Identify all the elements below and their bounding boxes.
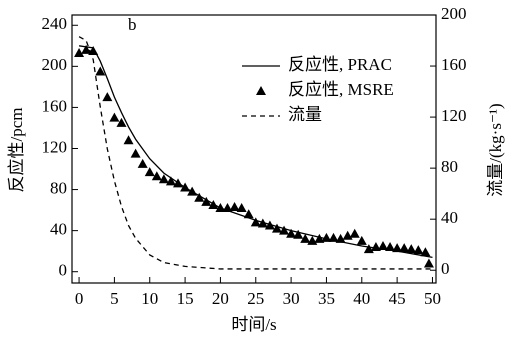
x-tick-label: 35 bbox=[318, 289, 335, 308]
data-point bbox=[356, 235, 367, 245]
y-tick-label: 40 bbox=[50, 220, 67, 239]
data-point bbox=[385, 242, 396, 252]
data-point bbox=[243, 209, 254, 219]
data-point bbox=[420, 247, 431, 257]
x-tick-label: 50 bbox=[424, 289, 441, 308]
x-tick-label: 10 bbox=[141, 289, 158, 308]
data-point bbox=[180, 182, 191, 192]
data-point bbox=[279, 225, 290, 235]
data-point bbox=[423, 258, 434, 268]
y2-tick-label: 120 bbox=[441, 106, 467, 125]
data-point bbox=[81, 44, 92, 54]
data-point bbox=[413, 245, 424, 255]
y-tick-label: 240 bbox=[42, 14, 68, 33]
data-point bbox=[208, 199, 219, 209]
data-point bbox=[187, 186, 198, 196]
data-point bbox=[201, 196, 212, 206]
data-point bbox=[158, 174, 169, 184]
legend-label: 反应性, PRAC bbox=[288, 55, 392, 74]
data-point bbox=[236, 203, 247, 213]
data-point bbox=[116, 117, 127, 127]
data-point bbox=[137, 158, 148, 168]
data-point bbox=[328, 232, 339, 242]
x-tick-label: 45 bbox=[389, 289, 406, 308]
legend-label: 反应性, MSRE bbox=[288, 80, 394, 99]
data-point bbox=[144, 167, 155, 177]
x-tick-label: 30 bbox=[283, 289, 300, 308]
legend-label: 流量 bbox=[288, 105, 322, 124]
data-point bbox=[399, 243, 410, 253]
x-tick-label: 15 bbox=[177, 289, 194, 308]
data-point bbox=[349, 228, 360, 238]
data-point bbox=[194, 192, 205, 202]
y-tick-label: 200 bbox=[42, 55, 68, 74]
data-point bbox=[250, 217, 261, 227]
data-point bbox=[370, 242, 381, 252]
legend-marker bbox=[256, 86, 266, 95]
data-point bbox=[300, 233, 311, 243]
data-point bbox=[74, 47, 85, 57]
panel-label: b bbox=[128, 15, 137, 34]
data-point bbox=[392, 243, 403, 253]
data-point bbox=[229, 202, 240, 212]
data-line bbox=[78, 36, 433, 270]
data-point bbox=[151, 171, 162, 181]
data-point bbox=[173, 178, 184, 188]
data-point bbox=[377, 241, 388, 251]
x-tick-label: 5 bbox=[110, 289, 119, 308]
data-point bbox=[257, 218, 268, 228]
data-point bbox=[271, 223, 282, 233]
data-point bbox=[314, 233, 325, 243]
y2-tick-label: 200 bbox=[441, 4, 467, 23]
plot-frame bbox=[71, 14, 437, 284]
data-point bbox=[130, 148, 141, 158]
x-tick-label: 20 bbox=[212, 289, 229, 308]
x-axis-label: 时间/s bbox=[231, 315, 276, 334]
y-tick-label: 120 bbox=[42, 137, 68, 156]
x-tick-label: 0 bbox=[75, 289, 84, 308]
data-point bbox=[335, 233, 346, 243]
x-tick-label: 25 bbox=[247, 289, 264, 308]
y-tick-label: 80 bbox=[50, 178, 67, 197]
data-point bbox=[264, 220, 275, 230]
x-tick-label: 40 bbox=[353, 289, 370, 308]
data-point bbox=[215, 203, 226, 213]
y-tick-label: 0 bbox=[59, 261, 68, 280]
data-point bbox=[109, 112, 120, 122]
y2-tick-label: 0 bbox=[441, 259, 450, 278]
data-point bbox=[406, 244, 417, 254]
y2-tick-label: 160 bbox=[441, 55, 467, 74]
y-tick-label: 160 bbox=[42, 96, 68, 115]
y2-axis-label: 流量/(kg·s⁻¹) bbox=[486, 103, 505, 196]
data-point bbox=[293, 229, 304, 239]
data-point bbox=[222, 203, 233, 213]
data-point bbox=[286, 228, 297, 238]
data-point bbox=[321, 232, 332, 242]
y-axis-label: 反应性/pcm bbox=[7, 108, 26, 193]
data-point bbox=[102, 92, 113, 102]
data-point bbox=[123, 135, 134, 145]
y2-tick-label: 40 bbox=[441, 208, 458, 227]
data-point bbox=[165, 176, 176, 186]
y2-tick-label: 80 bbox=[441, 157, 458, 176]
data-point bbox=[95, 66, 106, 76]
